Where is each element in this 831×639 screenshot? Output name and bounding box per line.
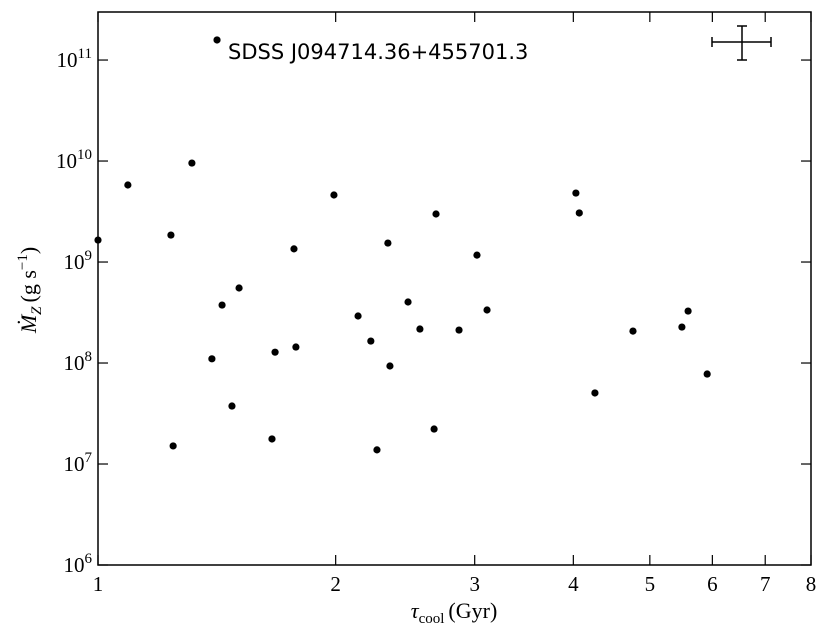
point: [218, 301, 226, 309]
annotation: SDSS J094714.36+455701.3: [228, 40, 528, 64]
typical-error-bar: [711, 25, 772, 61]
point: [483, 306, 491, 314]
point: [404, 298, 412, 306]
point: [228, 402, 236, 410]
point: [384, 239, 392, 247]
y-tick-exponent: 11: [78, 46, 92, 62]
x-tick-label: 3: [469, 572, 480, 596]
point: [268, 435, 276, 443]
point: [591, 389, 599, 397]
y-label-subscript: Z: [29, 306, 45, 315]
point: [430, 425, 438, 433]
point: [629, 327, 637, 335]
x-tick-label: 7: [760, 572, 771, 596]
point: [208, 355, 216, 363]
point: [416, 325, 424, 333]
point: [124, 181, 132, 189]
point: [354, 312, 362, 320]
y-tick-label: 109: [64, 248, 93, 274]
point: [684, 307, 692, 315]
y-tick-exponent: 8: [85, 349, 93, 365]
y-tick-base: 10: [56, 149, 77, 173]
point: [703, 370, 711, 378]
point: [169, 442, 177, 450]
x-tick-label: 5: [645, 572, 656, 596]
point: [290, 245, 298, 253]
y-tick-base: 10: [64, 553, 85, 577]
point: [167, 231, 175, 239]
point: [292, 343, 300, 351]
plot-frame: [97, 11, 812, 566]
y-tick-label: 108: [64, 349, 93, 375]
x-tick-label: 8: [806, 572, 817, 596]
point: [473, 251, 481, 259]
point: [94, 236, 102, 244]
point: [271, 348, 279, 356]
x-tick-label: 4: [568, 572, 579, 596]
point: [373, 446, 381, 454]
y-label-exponent: −1: [15, 254, 31, 270]
point: [235, 284, 243, 292]
x-axis-label: τcool (Gyr): [411, 598, 498, 627]
y-tick-label: 1010: [56, 147, 92, 173]
point: [575, 209, 583, 217]
point: [572, 189, 580, 197]
point: [330, 191, 338, 199]
x-tick-label: 2: [330, 572, 341, 596]
y-tick-label: 1011: [57, 46, 92, 72]
point: [678, 323, 686, 331]
y-tick-base: 10: [64, 452, 85, 476]
y-tick-label: 106: [64, 551, 93, 577]
point: [386, 362, 394, 370]
y-label-unit: (g s: [16, 270, 41, 302]
point: [432, 210, 440, 218]
y-tick-exponent: 6: [85, 551, 93, 567]
y-tick-exponent: 9: [85, 248, 93, 264]
y-label-symbol: Ṁ: [16, 313, 41, 334]
x-tick-label: 6: [707, 572, 718, 596]
x-label-symbol: τ: [411, 598, 420, 623]
y-tick-base: 10: [64, 351, 85, 375]
y-axis-label: ṀZ (g s−1): [15, 247, 45, 334]
x-label-subscript: cool: [419, 611, 445, 627]
point: [455, 326, 463, 334]
x-label-unit: (Gyr): [448, 598, 497, 623]
point: [367, 337, 375, 345]
y-tick-exponent: 7: [85, 450, 93, 466]
y-tick-base: 10: [64, 250, 85, 274]
y-tick-label: 107: [64, 450, 93, 476]
y-tick-base: 10: [57, 48, 78, 72]
y-label-close: ): [16, 247, 41, 254]
point: [213, 36, 221, 44]
y-tick-exponent: 10: [77, 147, 92, 163]
x-tick-label: 1: [93, 572, 104, 596]
point: [188, 159, 196, 167]
